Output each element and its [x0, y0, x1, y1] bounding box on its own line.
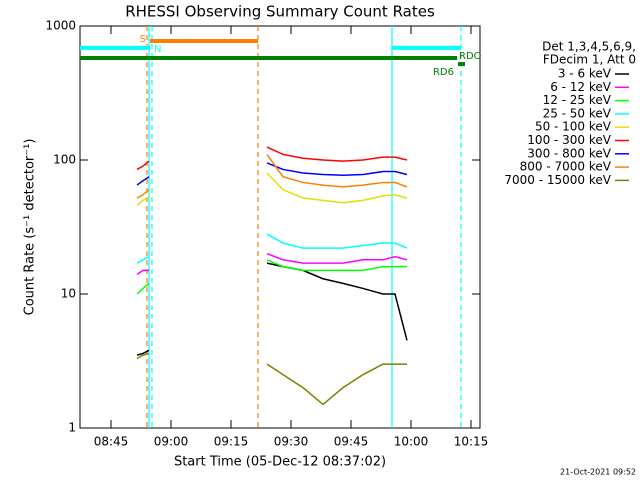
x-tick-label: 09:15 — [214, 435, 249, 449]
y-axis-label: Count Rate (s⁻¹ detector⁻¹) — [23, 139, 38, 316]
legend-label: 50 - 100 keV — [535, 120, 612, 134]
x-tick-label: 09:30 — [274, 435, 309, 449]
legend-label: 12 - 25 keV — [543, 93, 612, 107]
series-line — [136, 352, 407, 406]
legend-label: 800 - 7000 keV — [520, 160, 612, 174]
x-tick-label: 09:00 — [154, 435, 189, 449]
flag-label: N — [154, 44, 161, 55]
series-line — [136, 259, 407, 295]
legend-label: 300 - 800 keV — [527, 146, 611, 160]
series-line — [136, 154, 408, 199]
series-line — [136, 146, 408, 171]
legend-header: Det 1,3,4,5,6,9, — [542, 40, 636, 54]
legend-label: 6 - 12 keV — [550, 80, 612, 94]
timestamp: 21-Oct-2021 09:52 — [560, 468, 636, 477]
series-line — [136, 233, 408, 264]
legend-header: FDecim 1, Att 0 — [543, 53, 636, 67]
x-tick-label: 09:45 — [334, 435, 369, 449]
flag-label: S — [140, 34, 146, 45]
y-tick-label: 1 — [68, 421, 76, 435]
series-line — [136, 162, 408, 186]
x-axis-label: Start Time (05-Dec-12 08:37:02) — [174, 455, 386, 470]
x-tick-label: 10:15 — [454, 435, 489, 449]
legend-label: 3 - 6 keV — [558, 67, 612, 81]
flag-label: RD6 — [433, 67, 454, 78]
series-line — [136, 252, 408, 276]
legend-label: 7000 - 15000 keV — [504, 173, 611, 187]
plot-frame — [79, 25, 481, 429]
y-tick-label: 1000 — [45, 19, 76, 33]
legend-label: 25 - 50 keV — [543, 106, 612, 120]
x-tick-label: 10:00 — [394, 435, 429, 449]
flag-label: RDO — [459, 51, 482, 62]
y-tick-label: 10 — [61, 287, 76, 301]
y-tick-label: 100 — [53, 153, 76, 167]
chart-title: RHESSI Observing Summary Count Rates — [125, 3, 435, 21]
x-tick-label: 08:45 — [94, 435, 129, 449]
legend-label: 100 - 300 keV — [527, 133, 611, 147]
series-line — [136, 172, 408, 206]
series-line — [136, 262, 408, 356]
